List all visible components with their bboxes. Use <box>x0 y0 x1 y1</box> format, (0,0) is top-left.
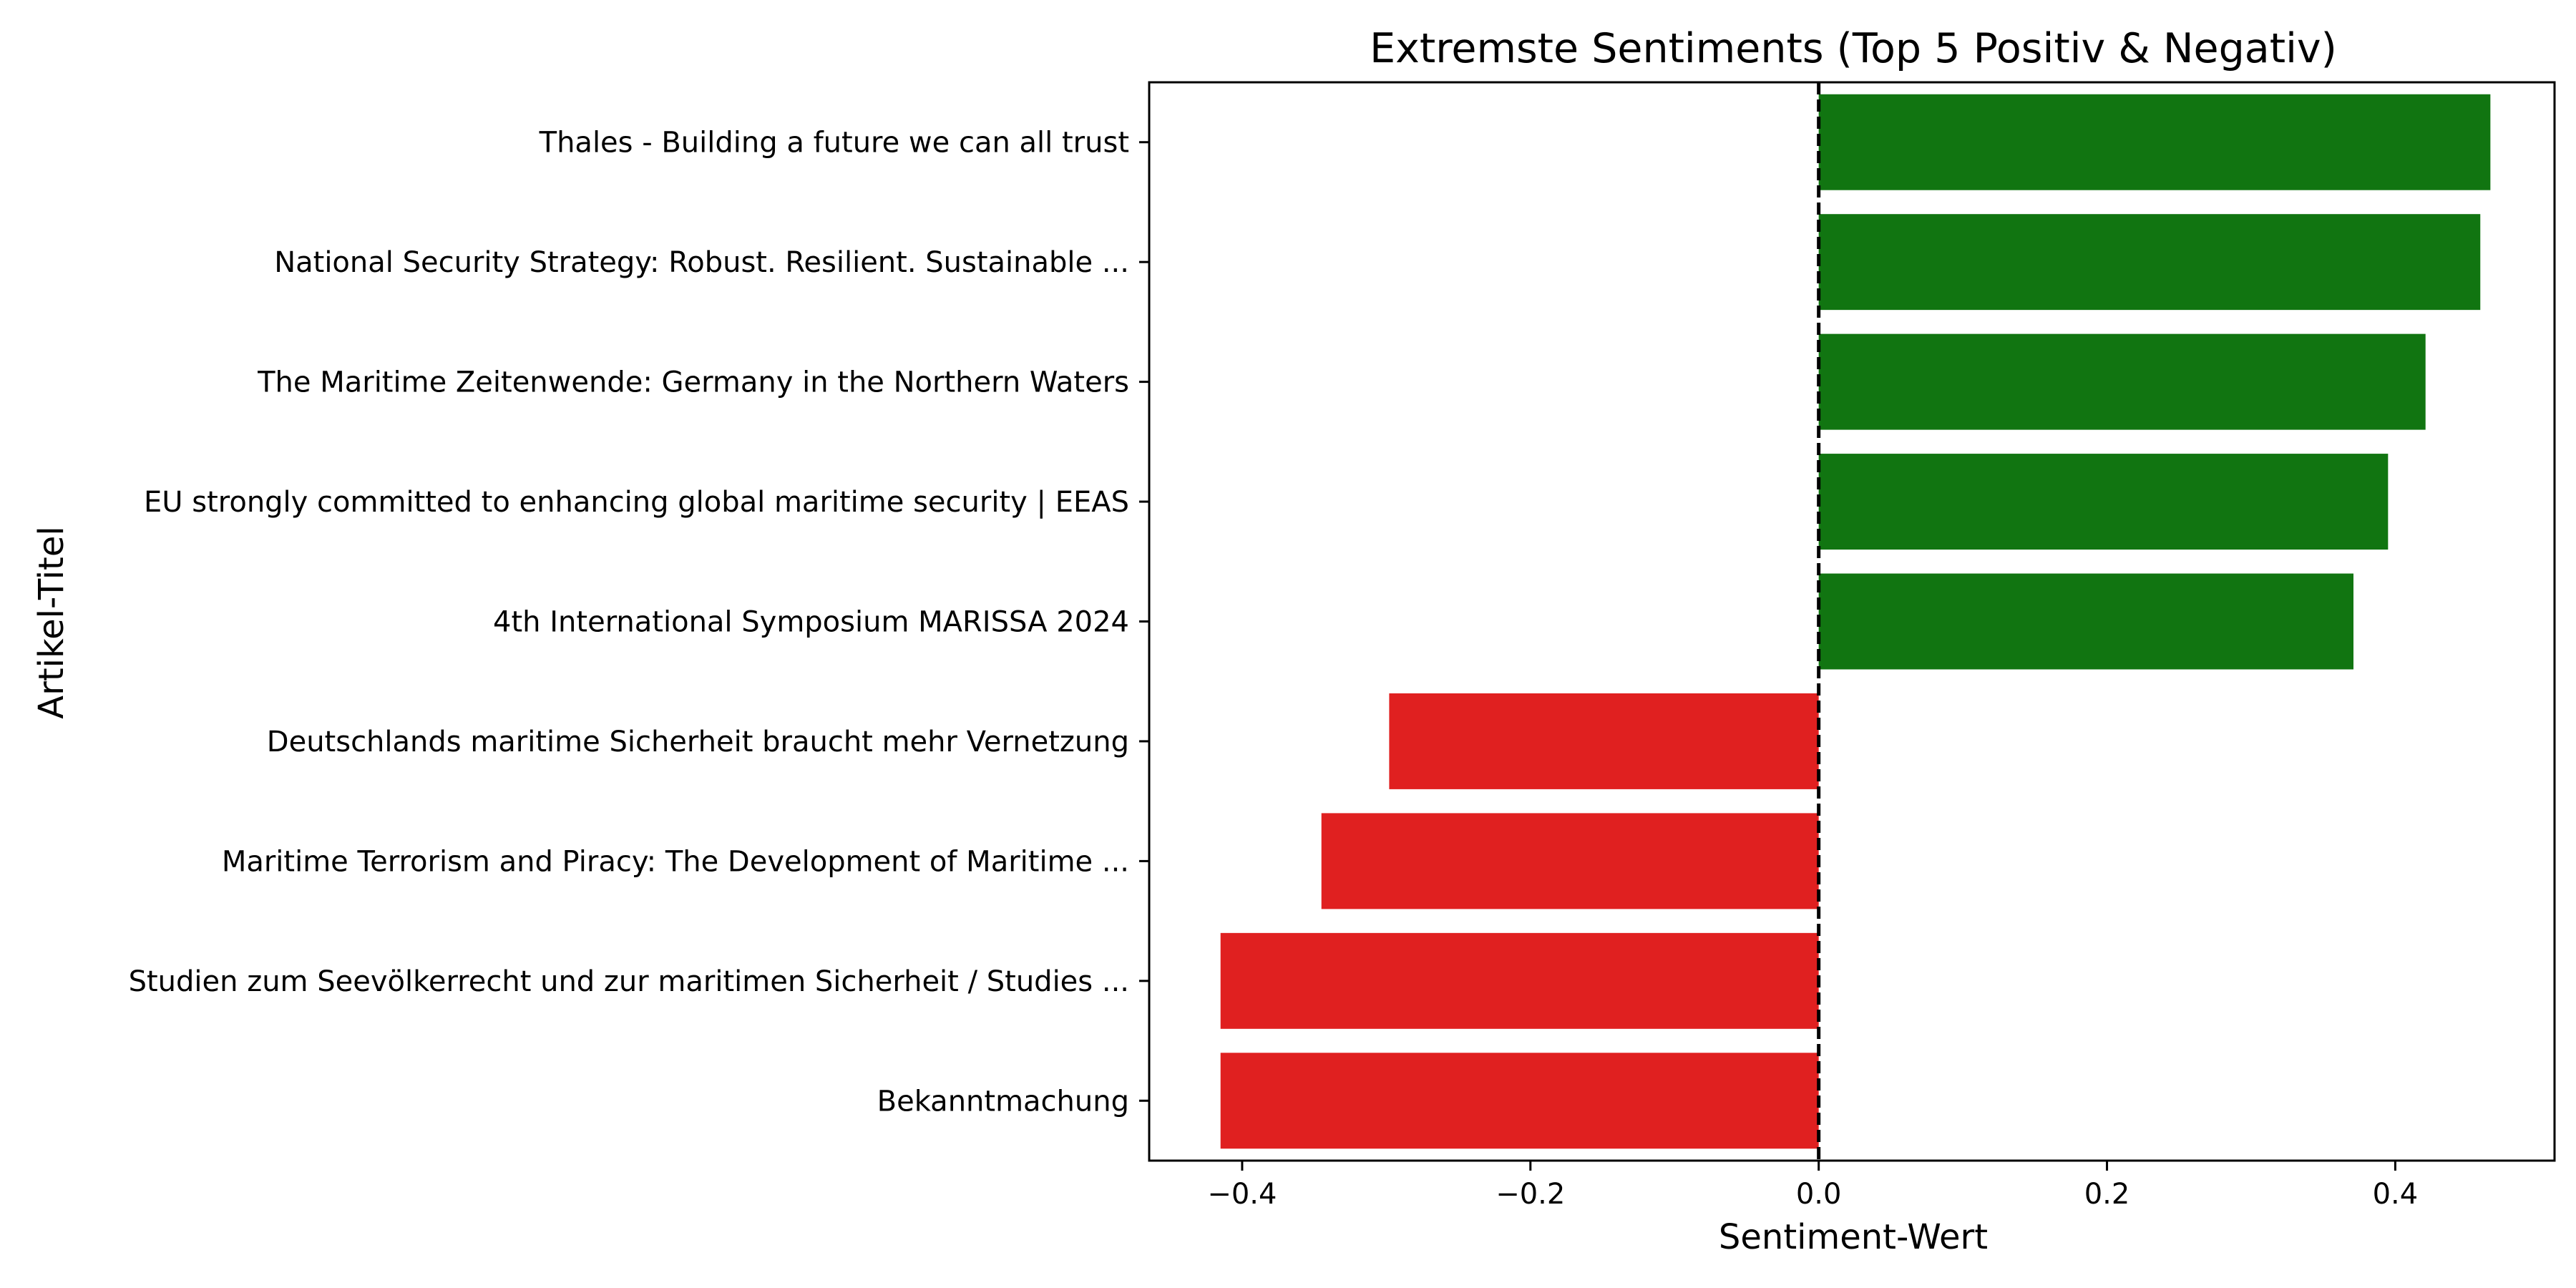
bar <box>1321 813 1819 909</box>
x-tick-label: 0.2 <box>2084 1178 2130 1211</box>
x-tick-label: −0.4 <box>1207 1178 1277 1211</box>
x-tick-label: 0.0 <box>1796 1178 1842 1211</box>
bar <box>1818 214 2481 311</box>
y-tick-label: Thales - Building a future we can all tr… <box>539 127 1129 160</box>
y-axis-label: Artikel-Titel <box>31 526 72 718</box>
y-tick-label: Deutschlands maritime Sicherheit braucht… <box>267 726 1129 758</box>
chart-title: Extremste Sentiments (Top 5 Positiv & Ne… <box>1370 25 2337 72</box>
bar <box>1818 333 2426 430</box>
x-tick-label: 0.4 <box>2373 1178 2419 1211</box>
y-tick-label: EU strongly committed to enhancing globa… <box>144 486 1129 519</box>
y-axis-ticks: Thales - Building a future we can all tr… <box>129 127 1149 1118</box>
bar <box>1818 94 2491 190</box>
y-tick-label: 4th International Symposium MARISSA 2024 <box>493 606 1129 639</box>
x-axis-label: Sentiment-Wert <box>1719 1217 1988 1257</box>
x-tick-label: −0.2 <box>1496 1178 1565 1211</box>
bar <box>1818 573 2353 670</box>
bar <box>1220 932 1819 1029</box>
y-tick-label: The Maritime Zeitenwende: Germany in the… <box>257 366 1129 399</box>
y-tick-label: National Security Strategy: Robust. Resi… <box>274 246 1129 279</box>
y-tick-label: Studien zum Seevölkerrecht und zur marit… <box>129 965 1129 998</box>
bars-group <box>1220 94 2491 1149</box>
y-tick-label: Bekanntmachung <box>877 1085 1129 1118</box>
bar <box>1818 454 2389 550</box>
bar <box>1389 693 1819 789</box>
bar <box>1220 1053 1819 1149</box>
y-tick-label: Maritime Terrorism and Piracy: The Devel… <box>222 845 1129 878</box>
x-axis-ticks: −0.4 −0.2 0.0 0.2 0.4 <box>1207 1161 2418 1211</box>
